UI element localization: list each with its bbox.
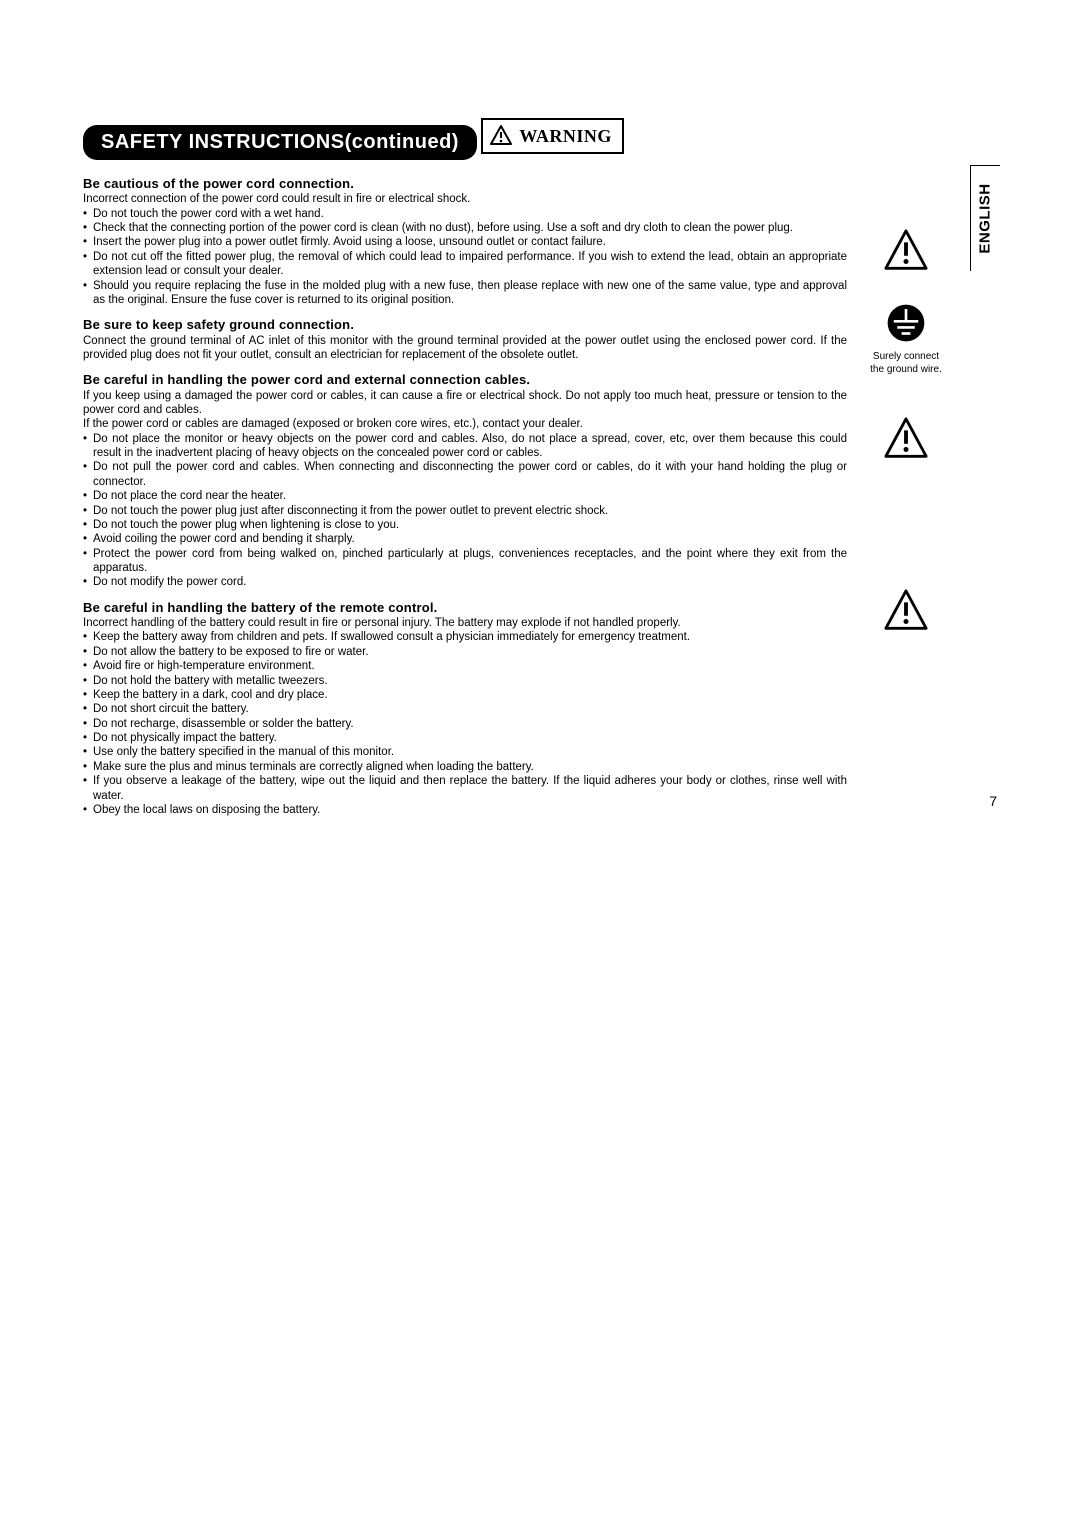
list-item: Do not touch the power plug just after d…	[83, 504, 847, 518]
list-item: Make sure the plus and minus terminals a…	[83, 760, 847, 774]
section-heading: Be careful in handling the battery of th…	[83, 600, 847, 616]
bullet-list: Keep the battery away from children and …	[83, 630, 847, 817]
warning-heading-box: WARNING	[481, 118, 624, 154]
list-item: Do not recharge, disassemble or solder t…	[83, 717, 847, 731]
ground-symbol-icon	[885, 302, 927, 344]
list-item: Keep the battery away from children and …	[83, 630, 847, 644]
list-item: Insert the power plug into a power outle…	[83, 235, 847, 249]
warning-triangle-icon	[489, 124, 513, 148]
margin-ground: Surely connect the ground wire.	[856, 302, 956, 375]
section-heading: Be cautious of the power cord connection…	[83, 176, 847, 192]
list-item: Avoid coiling the power cord and bending…	[83, 532, 847, 546]
language-tab-label: ENGLISH	[977, 183, 994, 253]
section-intro: If you keep using a damaged the power co…	[83, 389, 847, 418]
ground-caption-line2: the ground wire.	[856, 364, 956, 375]
section-intro: Connect the ground terminal of AC inlet …	[83, 334, 847, 363]
list-item: Avoid fire or high-temperature environme…	[83, 659, 847, 673]
margin-warning-1	[856, 228, 956, 279]
margin-warning-3	[856, 588, 956, 639]
bullet-list: Do not place the monitor or heavy object…	[83, 432, 847, 590]
margin-warning-2	[856, 416, 956, 467]
section-battery: Be careful in handling the battery of th…	[83, 600, 847, 818]
list-item: Do not place the monitor or heavy object…	[83, 432, 847, 461]
section-handling-cord: Be careful in handling the power cord an…	[83, 372, 847, 590]
list-item: Do not pull the power cord and cables. W…	[83, 460, 847, 489]
section-power-cord: Be cautious of the power cord connection…	[83, 176, 847, 307]
section-intro: Incorrect connection of the power cord c…	[83, 192, 847, 206]
list-item: Do not hold the battery with metallic tw…	[83, 674, 847, 688]
list-item: Do not cut off the fitted power plug, th…	[83, 250, 847, 279]
list-item: Keep the battery in a dark, cool and dry…	[83, 688, 847, 702]
list-item: Do not modify the power cord.	[83, 575, 847, 589]
language-tab: ENGLISH	[970, 165, 1000, 271]
list-item: Do not touch the power plug when lighten…	[83, 518, 847, 532]
content-body: Be cautious of the power cord connection…	[83, 176, 847, 817]
list-item: If you observe a leakage of the battery,…	[83, 774, 847, 803]
section-heading: Be sure to keep safety ground connection…	[83, 317, 847, 333]
list-item: Do not place the cord near the heater.	[83, 489, 847, 503]
section-extra: If the power cord or cables are damaged …	[83, 417, 847, 431]
list-item: Obey the local laws on disposing the bat…	[83, 803, 847, 817]
page-container: SAFETY INSTRUCTIONS(continued) WARNING B…	[0, 0, 1080, 857]
list-item: Check that the connecting portion of the…	[83, 221, 847, 235]
warning-triangle-icon	[883, 416, 929, 462]
warning-triangle-icon	[883, 588, 929, 634]
section-heading: Be careful in handling the power cord an…	[83, 372, 847, 388]
page-number: 7	[989, 793, 997, 809]
list-item: Do not short circuit the battery.	[83, 702, 847, 716]
page-title-banner: SAFETY INSTRUCTIONS(continued)	[83, 125, 477, 160]
list-item: Protect the power cord from being walked…	[83, 547, 847, 576]
section-ground: Be sure to keep safety ground connection…	[83, 317, 847, 362]
list-item: Should you require replacing the fuse in…	[83, 279, 847, 308]
ground-caption-line1: Surely connect	[856, 351, 956, 362]
list-item: Do not allow the battery to be exposed t…	[83, 645, 847, 659]
list-item: Do not touch the power cord with a wet h…	[83, 207, 847, 221]
warning-label: WARNING	[519, 126, 612, 147]
warning-triangle-icon	[883, 228, 929, 274]
list-item: Use only the battery specified in the ma…	[83, 745, 847, 759]
bullet-list: Do not touch the power cord with a wet h…	[83, 207, 847, 308]
section-intro: Incorrect handling of the battery could …	[83, 616, 847, 630]
list-item: Do not physically impact the battery.	[83, 731, 847, 745]
